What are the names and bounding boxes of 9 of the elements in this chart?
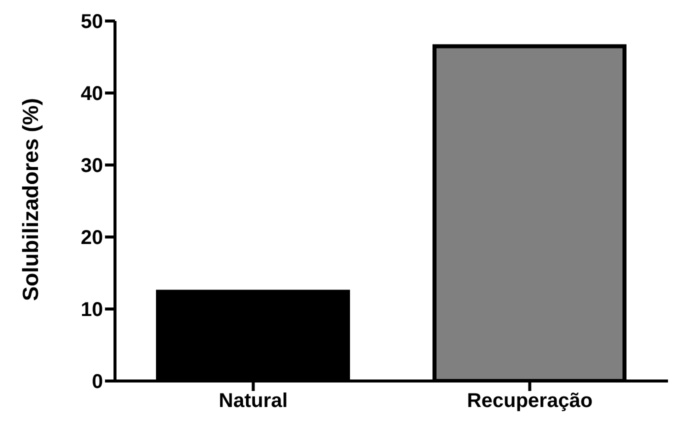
y-tick-label: 30 — [80, 155, 103, 178]
y-axis-title: Solubilizadores (%) — [18, 98, 43, 301]
y-tick-label: 50 — [80, 11, 103, 34]
x-tick-label: Natural — [218, 390, 288, 412]
y-tick-label: 10 — [80, 299, 103, 322]
y-tick-label: 40 — [80, 83, 103, 106]
x-tick-label: Recuperação — [466, 390, 593, 412]
y-tick-label: 0 — [92, 371, 103, 394]
y-tick-label: 20 — [80, 227, 103, 250]
